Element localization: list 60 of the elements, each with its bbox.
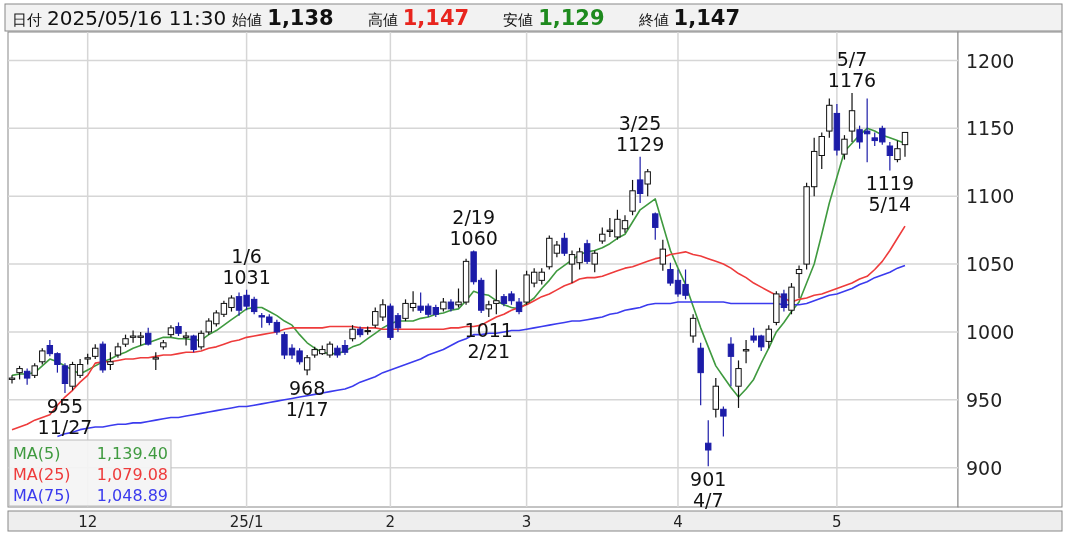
candlestick [780, 289, 788, 313]
candlestick [689, 313, 697, 344]
x-tick-label: 2 [385, 513, 396, 531]
text: 安値 1,129 [503, 6, 605, 30]
candlestick [659, 239, 667, 272]
text: MA(75) [13, 486, 71, 505]
y-tick-label: 1000 [966, 320, 1015, 343]
y-tick-label: 1050 [966, 253, 1015, 276]
candlestick [629, 179, 636, 216]
candlestick [720, 405, 727, 438]
annotation: 1,139.40 [96, 444, 168, 463]
candlestick [182, 331, 190, 347]
candlestick [652, 211, 659, 241]
text: 始値 1,138 [232, 6, 334, 30]
candlestick [712, 377, 720, 419]
y-tick-label: 900 [966, 456, 1003, 479]
text: 3/25 1129 [615, 111, 665, 155]
text: 901 4/7 [690, 468, 727, 512]
text: 1/6 1031 [222, 244, 271, 288]
candlestick [705, 419, 712, 467]
candlestick [841, 134, 848, 161]
candlestick [583, 239, 591, 265]
text: 968 1/17 [285, 377, 329, 421]
candlestick [493, 268, 500, 315]
x-tick-label: 12 [78, 513, 98, 531]
y-tick-label: 1200 [966, 49, 1015, 72]
candlestick [303, 354, 311, 376]
candlestick [848, 92, 856, 143]
candlestick [901, 131, 909, 158]
annotation: 1,079.08 [96, 465, 168, 484]
chart-title: 日付 2025/05/16 11:30 [12, 6, 227, 30]
text: MA(25) [13, 465, 71, 484]
y-tick-label: 1150 [966, 117, 1015, 140]
y-tick-label: 1100 [966, 185, 1015, 208]
text: 5/7 1176 [827, 48, 877, 92]
candlestick [727, 336, 735, 387]
x-tick-label: 25/1 [229, 513, 264, 531]
candlestick [591, 249, 598, 273]
candlestick [765, 324, 772, 349]
candlestick [644, 168, 651, 197]
text: 終値 1,147 [637, 6, 741, 30]
candlestick [742, 339, 750, 364]
candlestick [561, 232, 568, 257]
annotation: 1,048.89 [96, 486, 168, 505]
candlestick [735, 359, 742, 409]
x-tick-label: 3 [521, 513, 532, 531]
candlestick [636, 156, 644, 204]
candlestick [886, 141, 894, 172]
text: 2/19 1060 [449, 205, 498, 249]
x-tick-label: 4 [673, 513, 683, 531]
x-tick-label: 5 [832, 513, 842, 531]
candlestick [198, 329, 205, 351]
candlestick [61, 362, 69, 394]
text: 1119 5/14 [865, 172, 915, 216]
candlestick [788, 282, 795, 315]
candlestick [795, 264, 803, 299]
text: MA(5) [13, 444, 61, 463]
candlestick [894, 139, 901, 163]
y-tick-label: 950 [966, 388, 1003, 411]
text: 高値 1,147 [367, 6, 470, 30]
